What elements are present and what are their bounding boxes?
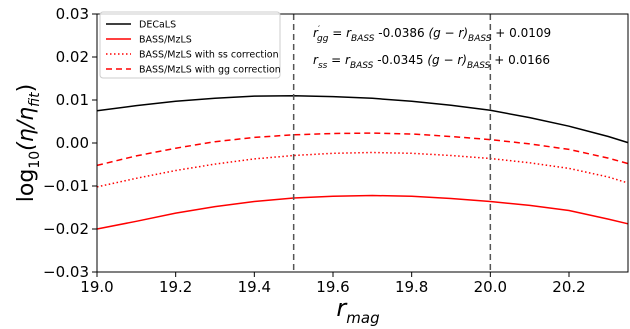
x-tick-label-4: 19.8: [395, 278, 428, 296]
x-tick-label-5: 20.0: [474, 278, 507, 296]
legend-label-2: BASS/MzLS with ss correction: [139, 50, 279, 61]
y-tick-label-3: 0.00: [56, 134, 89, 152]
x-axis-label: rmag: [336, 294, 379, 327]
series-line-0: [96, 94, 629, 144]
y-tick-label-6: −0.03: [43, 263, 89, 281]
x-tick-label-0: 19.0: [80, 278, 113, 296]
y-tick-label-4: −0.01: [43, 177, 89, 195]
equation-annotations: r′ gg = rBASS -0.0386 (g − r)BASS + 0.010…: [313, 25, 551, 71]
y-tick-label-0: 0.03: [56, 5, 89, 23]
series-line-3: [96, 132, 629, 167]
y-axis-label: log10(η/ηfit): [14, 84, 43, 202]
y-tick-label-2: 0.01: [56, 91, 89, 109]
legend-box: [99, 11, 281, 79]
y-tick-label-1: 0.02: [56, 48, 89, 66]
x-tick-label-3: 19.6: [316, 278, 349, 296]
series-line-2: [96, 151, 629, 188]
equation-ss: rss = rBASS -0.0345 (g − r)BASS + 0.0166: [313, 53, 550, 71]
legend-label-1: BASS/MzLS: [139, 35, 192, 46]
legend: DECaLS BASS/MzLS BASS/MzLS with ss correct…: [99, 11, 281, 79]
x-tick-label-6: 20.2: [552, 278, 585, 296]
plot-lines: [96, 94, 629, 230]
x-tick-label-2: 19.4: [238, 278, 271, 296]
axis-ticks: 19.0 19.2 19.4 19.6 19.8 20.0 20.2 0.03 0.02 0.01…: [43, 5, 586, 296]
y-tick-label-5: −0.02: [43, 220, 89, 238]
reference-lines: [292, 14, 492, 272]
series-line-1: [96, 194, 629, 230]
x-tick-label-1: 19.2: [159, 278, 192, 296]
legend-label-3: BASS/MzLS with gg correction: [139, 65, 281, 76]
equation-gg: r′ gg = rBASS -0.0386 (g − r)BASS + 0.010…: [313, 25, 551, 44]
legend-label-0: DECaLS: [139, 20, 176, 31]
